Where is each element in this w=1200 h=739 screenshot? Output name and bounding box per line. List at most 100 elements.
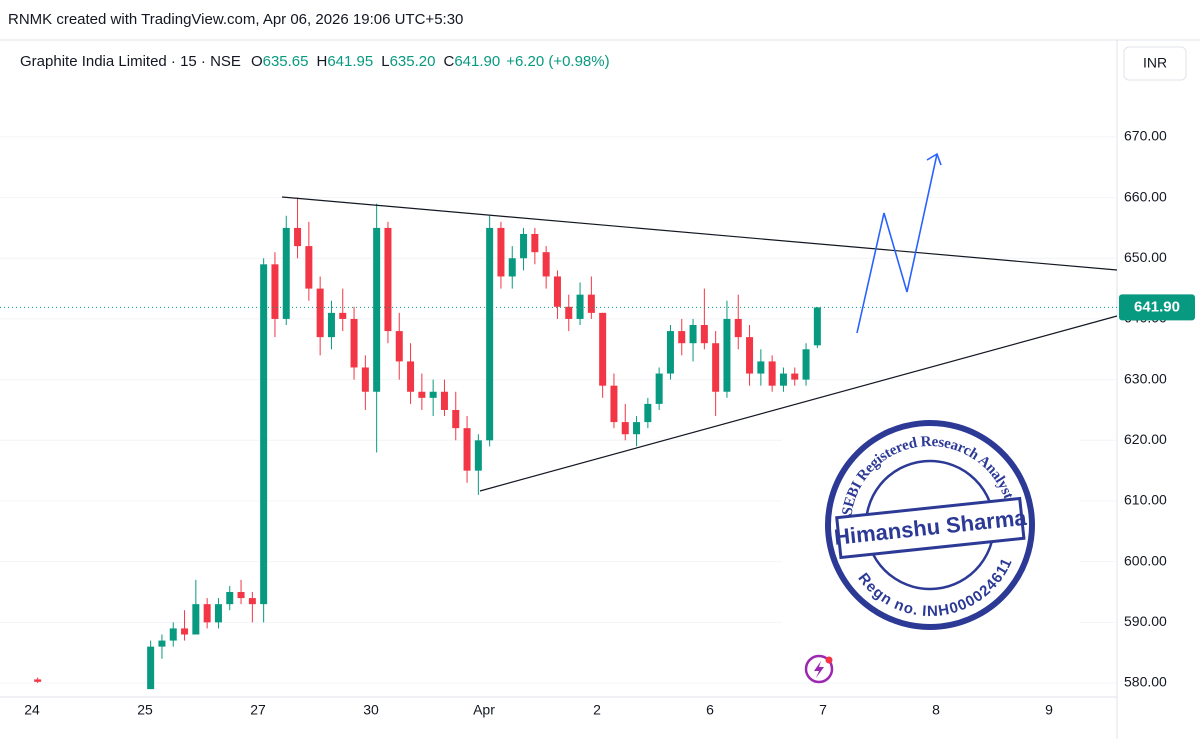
candle-body [452,409,460,429]
projection-arrow [856,153,938,334]
candle-body [610,385,618,423]
ohlc-key: H [317,53,328,70]
candle-body [395,331,403,362]
candle-body [158,640,166,647]
plot [34,197,821,690]
x-tick-label: 24 [24,702,40,718]
candle-body [147,646,155,690]
x-tick-label: 6 [706,702,714,718]
candle-body [746,337,754,374]
candle-body [497,227,505,277]
x-tick-label: 30 [363,702,379,718]
candle-body [655,373,663,404]
candle-body [237,592,245,599]
candle-body [723,318,731,392]
candle-body [768,361,776,386]
currency-box [1123,46,1187,81]
candle-body [373,227,381,392]
last-price-tag [1119,294,1195,321]
candle-body [361,367,369,392]
candle-body [689,325,697,344]
currency: INR [1143,55,1167,71]
ohlc-value: 635.20 [390,53,436,70]
x-tick-label: 27 [250,702,266,718]
candle-body [576,294,584,319]
candle-body [316,288,324,338]
x-tick-label: 2 [593,702,601,718]
y-tick-label: 670.00 [1124,128,1167,144]
candle-body [429,391,437,398]
candle-body [271,264,279,319]
candle-body [350,318,358,368]
stamp-banner [835,496,1026,560]
x-tick-label: Apr [473,702,495,718]
candle-body [226,592,234,605]
legend-line: Graphite India Limited · 15 · NSE O635.65… [20,53,610,70]
candle-body [339,312,347,319]
candle-body [463,428,471,471]
candle-body [779,373,787,386]
candle-body [192,604,200,635]
candle-body [294,227,302,247]
ohlc-key: C [443,53,454,70]
candle-body [757,361,765,374]
candle-body [305,246,313,289]
candle-body [520,233,528,259]
lower-trendline [479,315,1118,492]
candle-body [384,227,392,332]
y-tick-label: 590.00 [1124,613,1167,629]
candle-body [678,331,686,344]
stamp-ring-outer [825,420,1035,630]
candle-body [666,331,674,374]
candle-body [542,252,550,277]
alert-dot [825,656,833,664]
change: +6.20 (+0.98%) [506,53,609,70]
ohlc: O635.65 H641.95 L635.20 C641.90 [251,53,500,70]
y-tick-label: 660.00 [1124,188,1167,204]
candle-body [418,391,426,398]
candle-body [700,325,708,344]
candle-body [248,598,256,605]
y-tick-label: 650.00 [1124,249,1167,265]
y-tick-label: 620.00 [1124,431,1167,447]
ohlc-key: O [251,53,263,70]
candle-body [282,227,290,319]
candle-body [621,422,629,435]
candle-body [802,349,810,380]
candle-body [712,343,720,392]
candle-body [440,391,448,410]
symbol: Graphite India Limited · 15 · NSE [20,53,241,70]
ohlc-key: L [381,53,389,70]
x-tick-label: 7 [819,702,827,718]
candle-body [486,227,494,441]
upper-trendline [281,196,1118,271]
candle-body [599,312,607,386]
candle-body [553,276,561,307]
candle-body [531,233,539,253]
candle-body [474,440,482,471]
candle-body [587,294,595,313]
candle-body [633,422,641,435]
candle-body [327,312,335,338]
x-tick-label: 8 [932,702,940,718]
arrow-head [926,152,942,166]
candle-body [734,318,742,338]
candle-body [203,604,211,623]
candle-body [181,628,189,635]
ohlc-value: 635.65 [263,53,309,70]
candle-body [214,604,222,623]
y-tick-label: 580.00 [1124,674,1167,690]
y-tick-label: 610.00 [1124,492,1167,508]
candle-body [813,307,821,346]
candle-body [791,373,799,380]
y-tick-label: 630.00 [1124,370,1167,386]
created-note: RNMK created with TradingView.com, Apr 0… [8,11,463,28]
candle-body [644,403,652,423]
alert-icon [804,654,834,684]
candle-body [508,258,516,277]
alert-bolt [814,661,824,678]
candle-body [407,361,415,392]
candle-body [565,306,573,319]
candle-body [34,679,42,682]
